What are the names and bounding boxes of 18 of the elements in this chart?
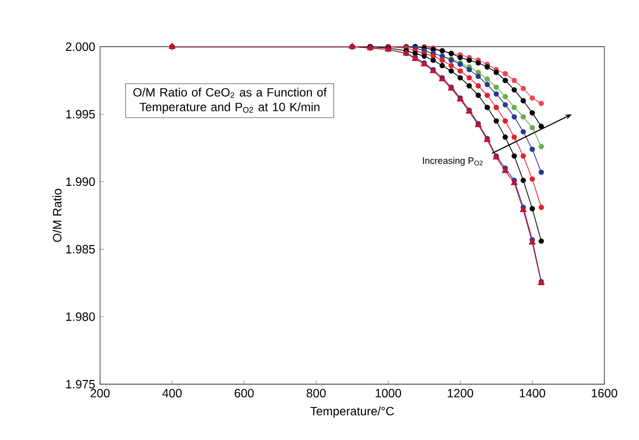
x-tick-label: 1600	[592, 388, 618, 398]
x-axis-title: Temperature/°C	[310, 406, 394, 418]
y-tick-label: 1.975	[66, 380, 95, 388]
x-tick-label: 1400	[520, 388, 546, 398]
y-tick-label: 1.985	[66, 244, 95, 254]
y-tick-label: 1.995	[66, 110, 95, 118]
x-tick-label: 600	[234, 388, 254, 398]
x-tick-label: 1000	[376, 388, 402, 398]
y-tick-label: 1.990	[66, 177, 95, 186]
y-axis-title: O/M Ratio	[52, 188, 62, 242]
y-tick-label: 1.980	[66, 312, 95, 321]
x-tick-label: 1200	[448, 388, 474, 398]
x-tick-label: 400	[162, 388, 182, 398]
annotation: Increasing P$_{O2}$	[423, 156, 483, 166]
y-tick-label: 2.000	[66, 42, 95, 51]
x-tick-label: 200	[90, 388, 110, 398]
x-tick-label: 800	[306, 388, 326, 398]
annotation: O/M Ratio of CeO$_{2}$ as a Function of Temperature and P$_{O2}$ at 10 K/min	[133, 88, 327, 114]
